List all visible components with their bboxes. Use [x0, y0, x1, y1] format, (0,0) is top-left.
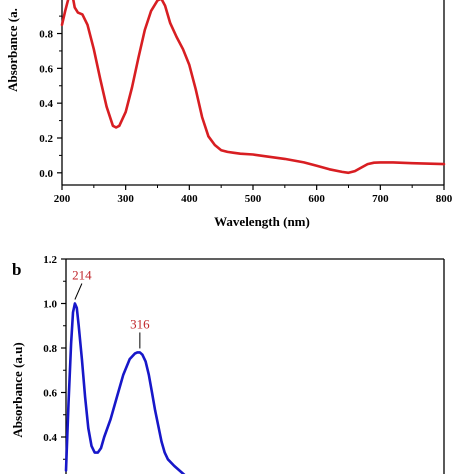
panel-b-letter: b: [12, 260, 21, 279]
panel-a-x-tick-label: 700: [372, 193, 389, 205]
panel-a-series-line: [60, 0, 446, 175]
panel-b: b 0.4 0.6 0.8 1.0 1.2 214 316 Absorbance (a.u…: [10, 254, 445, 474]
panel-a-x-axis-label: Wavelength (nm): [214, 214, 310, 229]
panel-a-x-tick-label: 200: [54, 193, 71, 205]
panel-a-x-tick-label: 500: [245, 193, 262, 205]
panel-a-y-tick-label: 0.4: [39, 98, 53, 110]
panel-a-x-tick-label: 400: [181, 193, 198, 205]
panel-b-y-tick-label: 1.0: [43, 299, 57, 311]
panel-a-y-tick-label: 0.6: [39, 63, 53, 75]
panel-a-x-tick-label: 600: [308, 193, 325, 205]
panel-b-series-line: [64, 302, 186, 474]
panel-a-ticks: 200 300 400 500 600 700 800 0.0 0.2 0.4 0.6 0.8: [39, 15, 453, 205]
panel-b-y-axis-label: Absorbance (a.u): [10, 342, 25, 437]
panel-a-y-tick-label: 0.0: [39, 168, 53, 180]
panel-a-x-tick-label: 800: [436, 193, 453, 205]
panel-b-y-tick-label: 0.4: [43, 432, 57, 444]
panel-a: 200 300 400 500 600 700 800 0.0 0.2 0.4 0.6 0.8 Wav…: [5, 0, 453, 229]
panel-a-y-tick-label: 0.2: [39, 133, 53, 145]
panel-a-x-tick-label: 300: [117, 193, 134, 205]
panel-b-ticks: 0.4 0.6 0.8 1.0 1.2: [43, 254, 66, 460]
panel-a-y-tick-label: 0.8: [39, 29, 53, 41]
panel-b-peak-annotations: 214 316: [72, 268, 150, 349]
peak-label: 316: [130, 316, 150, 331]
panel-a-y-axis-label: Absorbance (a.: [5, 8, 20, 92]
peak-label: 214: [72, 268, 92, 283]
panel-b-y-tick-label: 0.6: [43, 388, 57, 400]
panel-b-y-tick-label: 0.8: [43, 343, 57, 355]
panel-b-y-tick-label: 1.2: [43, 254, 57, 266]
peak-leader-line: [74, 283, 83, 300]
